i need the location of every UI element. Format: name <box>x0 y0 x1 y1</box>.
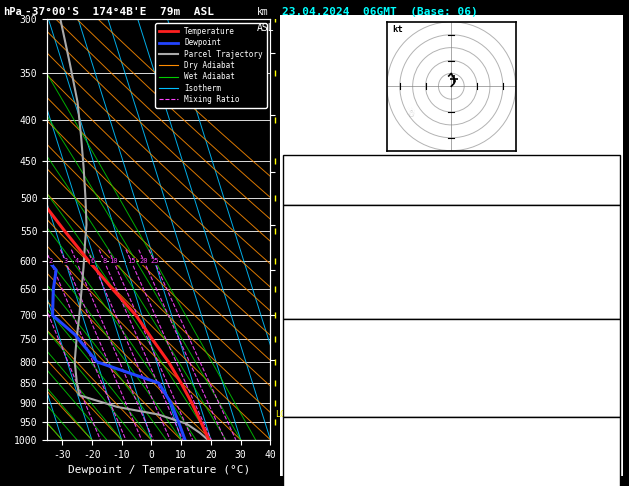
Text: 2: 2 <box>48 259 53 264</box>
Text: kt: kt <box>392 25 403 34</box>
Text: ASL: ASL <box>257 23 274 34</box>
Text: 1013: 1013 <box>591 340 615 350</box>
Text: 3: 3 <box>64 259 68 264</box>
Text: Pressure (mb): Pressure (mb) <box>288 340 364 350</box>
Text: Lifted Index: Lifted Index <box>288 372 359 382</box>
Text: PW (cm): PW (cm) <box>288 191 329 202</box>
Text: -11: -11 <box>597 159 615 170</box>
Text: -4: -4 <box>603 438 615 448</box>
Y-axis label: Mixing Ratio (g/kg): Mixing Ratio (g/kg) <box>292 174 303 285</box>
Text: CIN (J): CIN (J) <box>288 306 329 316</box>
Text: 232°: 232° <box>591 470 615 480</box>
Text: © weatheronline.co.uk: © weatheronline.co.uk <box>396 471 509 480</box>
X-axis label: Dewpoint / Temperature (°C): Dewpoint / Temperature (°C) <box>68 465 250 475</box>
Text: 8: 8 <box>102 259 106 264</box>
Text: Dewp (°C): Dewp (°C) <box>288 242 341 252</box>
Text: CAPE (J): CAPE (J) <box>288 290 335 300</box>
Text: 6: 6 <box>609 372 615 382</box>
Text: StmDir: StmDir <box>288 470 323 480</box>
Text: θᴇ(K): θᴇ(K) <box>288 258 318 268</box>
Text: 315: 315 <box>597 356 615 366</box>
Text: 315: 315 <box>597 258 615 268</box>
Text: Temp (°C): Temp (°C) <box>288 226 341 236</box>
Text: -37°00'S  174°4B'E  79m  ASL: -37°00'S 174°4B'E 79m ASL <box>25 7 214 17</box>
Text: Most Unstable: Most Unstable <box>413 324 489 334</box>
Text: 1.46: 1.46 <box>591 191 615 202</box>
Text: Surface: Surface <box>431 209 472 220</box>
Text: 11: 11 <box>603 290 615 300</box>
Text: LCL: LCL <box>275 410 289 419</box>
Text: Lifted Index: Lifted Index <box>288 274 359 284</box>
Text: Hodograph: Hodograph <box>425 422 478 432</box>
Text: 20: 20 <box>140 259 148 264</box>
Text: CAPE (J): CAPE (J) <box>288 388 335 398</box>
Text: EH: EH <box>288 438 300 448</box>
Legend: Temperature, Dewpoint, Parcel Trajectory, Dry Adiabat, Wet Adiabat, Isotherm, Mi: Temperature, Dewpoint, Parcel Trajectory… <box>155 23 267 107</box>
Text: 10: 10 <box>109 259 118 264</box>
Text: 6: 6 <box>609 274 615 284</box>
Text: K: K <box>288 159 294 170</box>
Text: 0: 0 <box>609 404 615 414</box>
Text: 25: 25 <box>150 259 159 264</box>
Text: hPa: hPa <box>3 7 22 17</box>
Text: 4: 4 <box>74 259 79 264</box>
Text: 15: 15 <box>127 259 135 264</box>
Text: -3: -3 <box>603 454 615 464</box>
Text: θᴇ (K): θᴇ (K) <box>288 356 323 366</box>
Text: Totals Totals: Totals Totals <box>288 175 364 186</box>
Text: CIN (J): CIN (J) <box>288 404 329 414</box>
Text: 35: 35 <box>603 175 615 186</box>
Text: ☃: ☃ <box>405 109 415 119</box>
Text: 23.04.2024  06GMT  (Base: 06): 23.04.2024 06GMT (Base: 06) <box>282 7 477 17</box>
Text: 11: 11 <box>603 388 615 398</box>
Text: SREH: SREH <box>288 454 311 464</box>
Text: 6: 6 <box>91 259 94 264</box>
Text: km: km <box>257 7 269 17</box>
Text: 0: 0 <box>609 306 615 316</box>
Text: 19.3: 19.3 <box>591 226 615 236</box>
Text: 11.3: 11.3 <box>591 242 615 252</box>
